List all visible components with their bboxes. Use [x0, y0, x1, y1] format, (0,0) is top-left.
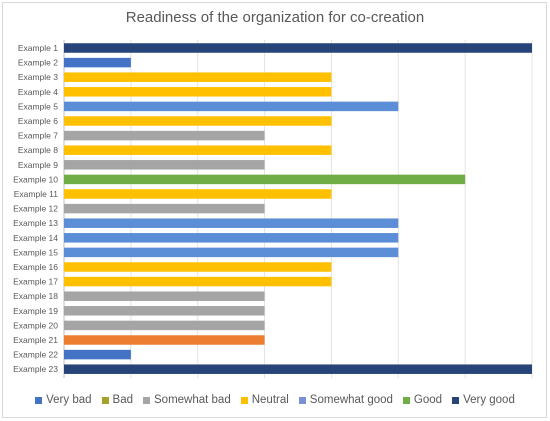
category-label: Example 2: [18, 58, 58, 68]
category-label: Example 1: [18, 43, 58, 53]
category-label: Example 10: [13, 174, 58, 184]
bar-example-8: [64, 145, 332, 155]
legend-label: Very bad: [46, 394, 92, 406]
category-label: Example 22: [13, 350, 58, 360]
legend-swatch: [298, 396, 306, 404]
bar-example-20: [64, 320, 265, 331]
bar-example-2: [64, 57, 131, 68]
category-label: Example 18: [13, 291, 58, 301]
category-label: Example 4: [18, 87, 58, 97]
bar-example-23: [64, 364, 532, 374]
bar-example-9: [64, 160, 265, 170]
bar-example-15: [64, 247, 399, 258]
legend-swatch: [402, 396, 410, 404]
category-label: Example 13: [13, 218, 58, 228]
legend-swatch: [35, 396, 43, 404]
legend-item: Very good: [452, 394, 515, 406]
bar-example-1: [64, 43, 532, 53]
bar-example-16: [64, 262, 332, 272]
category-label: Example 21: [13, 335, 58, 345]
legend-item: Neutral: [240, 394, 289, 406]
legend-swatch: [101, 396, 109, 404]
category-label: Example 17: [13, 277, 58, 287]
legend-label: Somewhat good: [309, 394, 393, 406]
bar-example-21: [64, 335, 265, 345]
bar-example-22: [64, 349, 131, 360]
legend-item: Bad: [101, 394, 133, 406]
category-label: Example 6: [18, 116, 58, 126]
bar-example-6: [64, 116, 332, 126]
bar-example-12: [64, 203, 265, 214]
legend-item: Very bad: [35, 394, 92, 406]
bar-example-14: [64, 233, 399, 243]
bar-example-5: [64, 101, 399, 112]
category-label: Example 20: [13, 320, 58, 330]
bar-example-11: [64, 189, 332, 199]
legend-label: Somewhat bad: [154, 394, 231, 406]
legend-swatch: [143, 396, 150, 404]
category-label: Example 7: [18, 131, 58, 141]
bar-example-17: [64, 276, 332, 287]
category-label: Example 3: [18, 72, 58, 82]
category-label: Example 19: [13, 306, 58, 316]
bar-example-19: [64, 306, 265, 316]
category-label: Example 11: [14, 189, 59, 199]
category-label: Example 8: [18, 145, 58, 155]
bar-example-10: [64, 174, 466, 185]
bar-example-13: [64, 218, 399, 228]
legend-label: Very good: [463, 394, 515, 406]
legend-label: Bad: [112, 394, 133, 406]
legend-label: Neutral: [251, 394, 289, 406]
category-label: Example 5: [18, 101, 58, 111]
legend-label: Good: [413, 394, 443, 406]
category-label: Example 12: [13, 204, 58, 214]
bar-example-18: [64, 291, 265, 301]
category-label: Example 15: [13, 247, 58, 257]
legend-item: Good: [402, 394, 443, 406]
legend-item: Somewhat good: [298, 394, 393, 406]
bar-example-4: [64, 87, 332, 97]
chart-title: Readiness of the organization for co-cre…: [125, 9, 425, 26]
bar-example-3: [64, 72, 332, 82]
category-label: Example 9: [18, 160, 58, 170]
legend-item: Somewhat bad: [143, 394, 231, 406]
category-label: Example 23: [13, 364, 58, 374]
bar-example-7: [64, 130, 265, 141]
legend-swatch: [452, 396, 460, 404]
legend-swatch: [240, 396, 248, 404]
category-label: Example 14: [13, 233, 58, 243]
category-label: Example 16: [13, 262, 58, 272]
chart-legend: Very bad Bad Somewhat bad Neutral Somewhat g…: [0, 392, 550, 408]
